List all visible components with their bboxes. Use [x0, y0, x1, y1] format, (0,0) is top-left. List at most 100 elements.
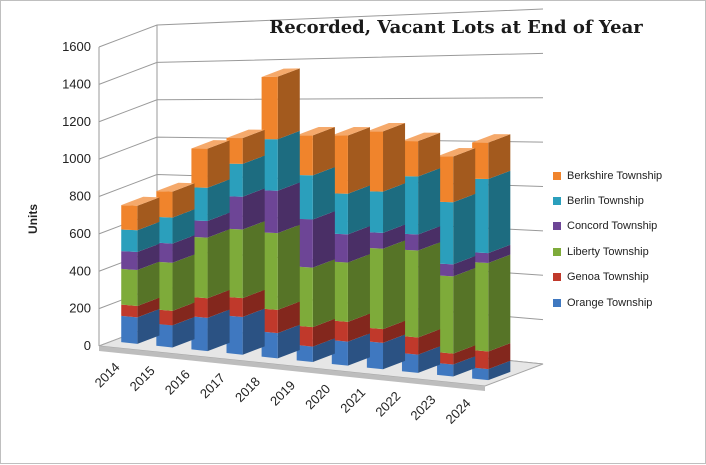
bar-front: [121, 268, 138, 306]
bar-side: [383, 123, 406, 192]
bar-side: [137, 308, 160, 344]
bar-side: [312, 259, 335, 328]
y-tick-label: 600: [69, 226, 91, 241]
legend-item: Concord Township: [553, 214, 703, 239]
bar-side: [172, 316, 195, 348]
bar-side: [453, 148, 476, 203]
bar-front: [366, 341, 384, 370]
bar-segment: [261, 324, 300, 359]
legend-swatch: [553, 247, 561, 256]
bar-segment: [226, 155, 265, 197]
bar-front: [156, 242, 173, 263]
bar-front: [331, 135, 348, 194]
x-tick-label: 2015: [127, 363, 158, 394]
bar-front: [401, 353, 419, 373]
bar-segment: [296, 126, 335, 176]
bar-side: [383, 240, 406, 330]
chart-floor-edge: [99, 346, 485, 391]
bar-front: [437, 156, 454, 203]
bar-front: [121, 315, 138, 344]
bar-side: [383, 224, 406, 249]
bar-side: [137, 221, 160, 253]
bar-side: [347, 254, 370, 322]
bar-segment: [472, 254, 511, 352]
legend-swatch: [553, 298, 561, 307]
bar-segment: [401, 346, 441, 373]
bar-top: [191, 140, 230, 149]
gridline: [98, 97, 544, 123]
bar-top: [401, 132, 441, 142]
bar-segment: [331, 226, 370, 263]
bar-front: [366, 327, 384, 343]
bar-segment: [401, 132, 441, 177]
y-axis-label: Units: [26, 204, 40, 234]
bar-segment: [121, 308, 160, 344]
bar-segment: [121, 297, 160, 318]
bar-side: [347, 333, 370, 366]
bar-segment: [261, 130, 300, 191]
bar-segment: [191, 229, 230, 299]
bar-segment: [191, 212, 230, 238]
bar-front: [296, 266, 313, 328]
legend-swatch: [553, 171, 561, 180]
bar-segment: [156, 254, 195, 311]
bar-side: [207, 140, 230, 188]
bar-front: [472, 262, 489, 352]
bar-top: [437, 147, 476, 157]
bar-segment: [401, 226, 441, 251]
bar-front: [401, 336, 419, 355]
bar-side: [312, 211, 335, 268]
bar-top: [226, 129, 265, 139]
bar-front: [121, 251, 138, 271]
bar-segment: [437, 356, 476, 377]
bar-side: [418, 329, 441, 355]
legend-swatch: [553, 197, 561, 206]
bar-front: [331, 193, 348, 235]
bar-front: [261, 190, 278, 234]
bar-top: [472, 134, 511, 143]
bar-segment: [121, 261, 160, 306]
bar-front: [401, 233, 419, 251]
bar-side: [453, 255, 476, 277]
bar-front: [401, 176, 419, 235]
bar-front: [261, 76, 278, 140]
bar-segment: [226, 129, 265, 164]
legend-label: Berlin Township: [567, 195, 644, 208]
bar-front: [226, 196, 243, 230]
bar-front: [121, 205, 138, 231]
legend-item: Berkshire Township: [553, 163, 703, 188]
bar-front: [261, 232, 278, 310]
bar-segment: [437, 267, 476, 354]
bar-front: [331, 233, 348, 263]
bar-segment: [156, 235, 195, 263]
bar-front: [437, 362, 454, 377]
bar-front: [156, 309, 173, 326]
y-tick-label: 0: [84, 338, 91, 353]
bar-side: [418, 346, 441, 373]
bar-side: [312, 318, 335, 347]
legend-item: Berlin Township: [553, 188, 703, 213]
bar-front: [226, 315, 243, 355]
bar-side: [172, 254, 195, 311]
bar-segment: [366, 224, 406, 249]
bar-segment: [366, 122, 406, 192]
bar-segment: [226, 289, 265, 317]
bar-side: [383, 183, 406, 233]
legend-item: Genoa Township: [553, 265, 703, 290]
bar-segment: [156, 316, 195, 348]
bar-segment: [331, 313, 370, 342]
bar-segment: [156, 209, 195, 244]
bar-segment: [331, 185, 370, 235]
bar-front: [261, 139, 278, 191]
legend: Berkshire Township Berlin Township Concord…: [553, 163, 703, 315]
bar-segment: [366, 240, 406, 330]
bar-side: [242, 129, 265, 164]
bar-segment: [366, 183, 406, 233]
bar-side: [347, 127, 370, 194]
bar-segment: [401, 329, 441, 355]
bar-front: [156, 323, 173, 348]
bar-side: [453, 267, 476, 354]
bar-segment: [472, 244, 511, 264]
